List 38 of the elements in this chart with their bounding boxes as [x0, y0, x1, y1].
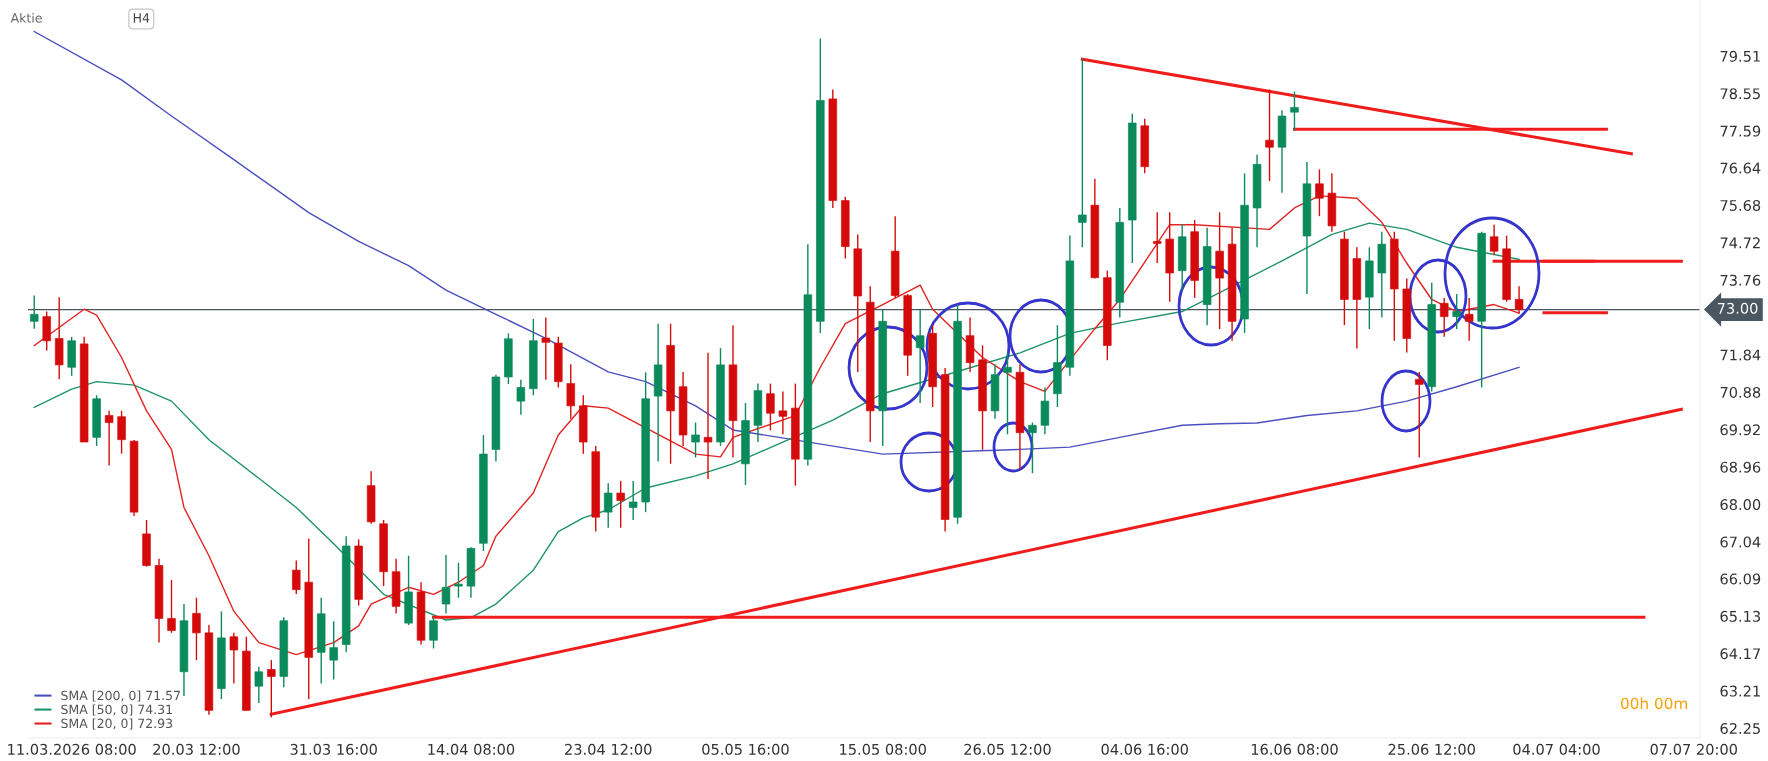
- y-tick-label: 66.09: [1720, 573, 1761, 585]
- x-tick-label: 16.06 08:00: [1251, 743, 1338, 755]
- x-tick-label: 25.06 12:00: [1388, 743, 1475, 755]
- y-tick-label: 75.68: [1720, 199, 1761, 211]
- y-tick-label: 68.96: [1720, 461, 1761, 473]
- x-tick-label: 11.03.2026 08:00: [8, 743, 136, 755]
- y-tick-label: 71.84: [1720, 349, 1761, 361]
- y-tick-label: 62.25: [1720, 722, 1760, 735]
- y-tick-label: 76.64: [1720, 162, 1761, 174]
- y-tick-label: 67.04: [1720, 536, 1761, 548]
- ref-line-label: 73.00: [1717, 302, 1758, 314]
- x-tick-label: 04.07 04:00: [1513, 743, 1600, 755]
- text: Aktie: [10, 12, 42, 23]
- y-tick-label: 69.92: [1720, 424, 1760, 436]
- y-tick-label: 78.55: [1720, 88, 1760, 100]
- y-tick-label: 64.17: [1720, 648, 1760, 660]
- x-tick-label: 07.07 20:00: [1650, 743, 1737, 755]
- x-tick-label: 26.05 12:00: [964, 743, 1051, 755]
- annotation: 00h 00m: [1621, 697, 1687, 710]
- legend-label: SMA [20, 0] 72.93: [61, 718, 173, 730]
- legend-label: SMA [200, 0] 71.57: [61, 690, 180, 702]
- y-tick-label: 70.88: [1720, 386, 1761, 398]
- y-tick-label: 73.76: [1720, 274, 1761, 286]
- x-tick-label: 15.05 08:00: [840, 743, 926, 755]
- x-tick-label: 14.04 08:00: [428, 743, 515, 755]
- x-tick-label: 05.05 16:00: [702, 743, 789, 755]
- x-tick-label: 31.03 16:00: [290, 743, 377, 755]
- x-tick-label: 20.03 12:00: [153, 743, 240, 755]
- y-tick-label: 77.59: [1720, 125, 1761, 137]
- text: H4: [133, 13, 150, 23]
- x-tick-label: 23.04 12:00: [565, 743, 652, 755]
- x-tick-label: 04.06 16:00: [1101, 743, 1188, 755]
- y-tick-label: 79.51: [1720, 50, 1760, 62]
- y-tick-label: 74.72: [1720, 237, 1760, 249]
- y-tick-label: 68.00: [1720, 499, 1761, 511]
- y-tick-label: 65.13: [1720, 610, 1761, 622]
- y-tick-label: 63.21: [1720, 685, 1760, 697]
- legend-label: SMA [50, 0] 74.31: [61, 704, 172, 716]
